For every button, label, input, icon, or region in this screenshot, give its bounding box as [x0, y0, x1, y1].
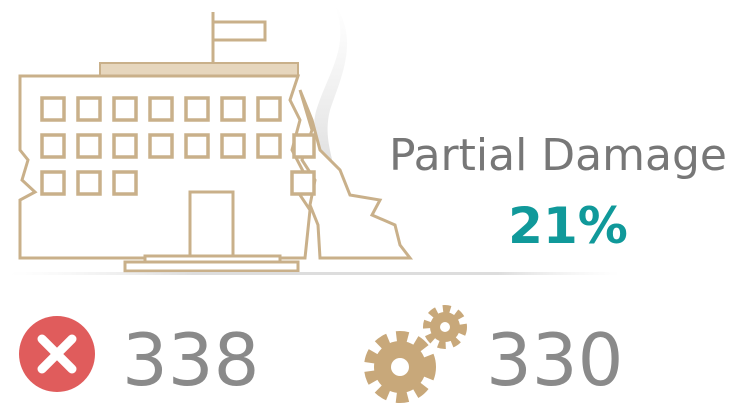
error-icon	[19, 316, 95, 392]
separator	[10, 272, 620, 275]
infographic: Partial Damage 21% 338 330	[0, 0, 730, 406]
building-illustration	[20, 5, 410, 271]
repair-count: 330	[486, 318, 623, 402]
gears-icon	[371, 310, 462, 396]
status-percent: 21%	[508, 197, 628, 255]
error-count: 338	[122, 318, 259, 402]
status-label: Partial Damage	[389, 130, 727, 181]
page: Partial Damage 21% 338 330 (() => { cons…	[0, 0, 730, 406]
